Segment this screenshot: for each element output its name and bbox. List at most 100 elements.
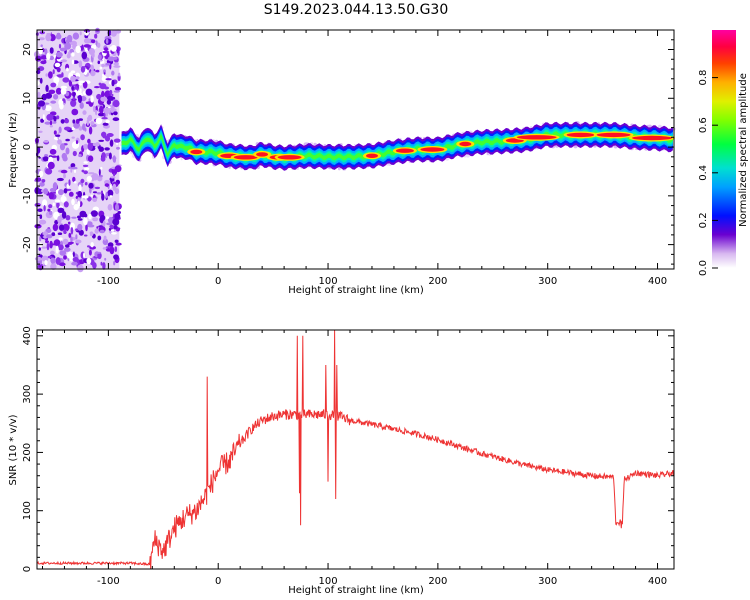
snr-y-ticks: 0 100 200 300 400: [22, 326, 674, 572]
ridge-peak: [190, 149, 203, 155]
noise-blob: [79, 210, 87, 218]
x-tick-label: 100: [318, 576, 337, 587]
noise-blob: [115, 203, 119, 212]
noise-blob: [97, 235, 102, 241]
noise-blob: [105, 192, 109, 199]
noise-blob: [82, 81, 88, 89]
noise-blob: [63, 173, 66, 179]
noise-blob: [49, 210, 53, 216]
noise-blob: [71, 261, 78, 266]
noise-blob: [78, 118, 83, 121]
noise-blob: [105, 38, 109, 44]
noise-blob: [35, 177, 42, 182]
noise-blob: [41, 246, 47, 249]
noise-blob: [96, 251, 102, 254]
noise-blob: [83, 170, 88, 175]
noise-blob: [114, 246, 118, 253]
noise-blob: [98, 168, 101, 176]
noise-blob: [52, 223, 59, 232]
noise-blob: [103, 235, 107, 241]
noise-blob: [80, 66, 86, 73]
noise-blob: [84, 182, 88, 186]
noise-blob: [38, 170, 44, 178]
noise-blob: [105, 216, 109, 220]
noise-blob: [90, 194, 93, 197]
noise-blob: [52, 182, 58, 191]
noise-blob: [48, 204, 53, 209]
noise-blob: [63, 229, 67, 234]
spectrogram-x-ticks: -100 0 100 200 300 400: [41, 30, 667, 287]
noise-blob: [84, 167, 90, 171]
noise-blob: [89, 231, 94, 237]
noise-blob: [113, 261, 116, 266]
noise-blob: [88, 126, 93, 135]
noise-blob: [59, 102, 64, 110]
colorbar: 0.0 0.2 0.4 0.6 0.8 Normalized spectral ampl…: [698, 30, 749, 276]
noise-blob: [114, 212, 121, 220]
noise-blob: [39, 214, 43, 219]
noise-blob: [78, 153, 82, 158]
noise-blob: [101, 63, 105, 68]
noise-blob: [79, 102, 84, 109]
noise-blob: [99, 105, 104, 114]
noise-blob: [67, 221, 71, 225]
noise-blob: [113, 90, 120, 93]
spectrogram-y-ticks: -20 -10 0 10 20: [22, 29, 674, 265]
noise-blob: [107, 189, 114, 197]
noise-blob: [74, 168, 76, 174]
noise-blob: [57, 244, 64, 251]
colorbar-label: Normalized spectral amplitude: [738, 73, 749, 227]
noise-blob: [106, 133, 114, 137]
halo-dot: [228, 166, 231, 169]
noise-blob: [86, 118, 90, 126]
noise-blob: [99, 66, 103, 70]
noise-blob: [102, 122, 109, 126]
noise-blob: [41, 93, 47, 101]
noise-blob: [95, 117, 103, 125]
noise-blob: [100, 214, 106, 221]
noise-blob: [92, 217, 99, 222]
noise-blob: [47, 208, 51, 212]
noise-blob: [109, 195, 113, 198]
noise-blob: [44, 121, 52, 125]
noise-blob: [95, 109, 98, 116]
noise-blob: [56, 201, 60, 209]
noise-blob: [104, 147, 110, 151]
noise-blob: [34, 256, 42, 261]
noise-blob: [75, 76, 80, 80]
noise-blob: [101, 90, 105, 98]
noise-blob: [46, 242, 50, 251]
noise-blob: [60, 85, 68, 89]
x-tick-label: 100: [318, 276, 337, 287]
noise-blob: [114, 165, 122, 173]
noise-blob: [110, 45, 117, 52]
noise-blob: [75, 228, 79, 231]
y-tick-label: -10: [22, 188, 33, 204]
noise-blob: [101, 75, 108, 82]
noise-blob: [39, 234, 44, 237]
noise-blob: [116, 146, 120, 150]
noise-blob: [63, 188, 68, 194]
noise-blob: [114, 108, 117, 112]
noise-blob: [86, 221, 93, 227]
x-tick-label: -100: [97, 576, 120, 587]
noise-blob: [75, 234, 78, 240]
noise-blob: [83, 217, 88, 226]
spectrogram-x-axis-label: Height of straight line (km): [288, 285, 424, 296]
noise-blob: [83, 38, 91, 44]
noise-blob: [84, 127, 87, 132]
noise-blob: [113, 65, 121, 68]
noise-blob: [102, 247, 107, 250]
noise-blob: [111, 70, 115, 76]
noise-blob: [81, 51, 88, 60]
noise-blob: [78, 80, 85, 84]
noise-blob: [67, 51, 71, 56]
noise-blob: [88, 172, 95, 175]
noise-blob: [50, 82, 57, 88]
noise-blob: [87, 114, 93, 122]
snr-panel: -100 0 100 200 300 400 0 100 200 300 400 Height o…: [8, 326, 675, 596]
noise-blob: [102, 262, 106, 270]
x-tick-label: 200: [428, 576, 447, 587]
noise-blob: [65, 147, 70, 155]
noise-blob: [71, 136, 75, 139]
